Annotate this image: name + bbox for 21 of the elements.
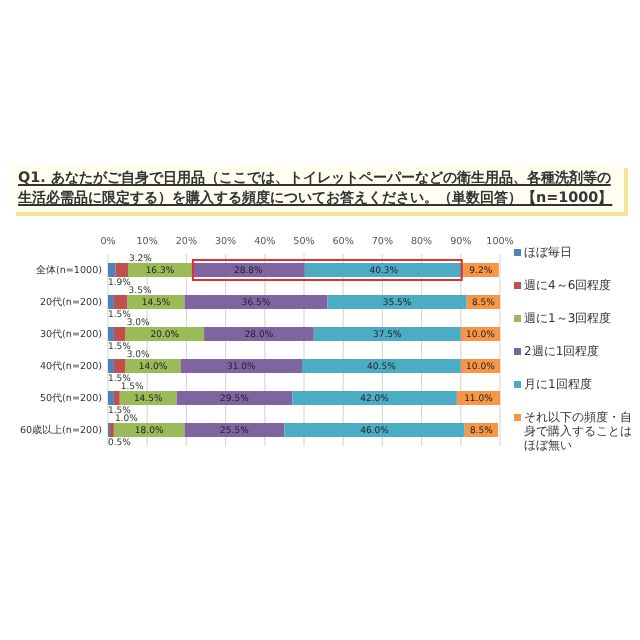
bar [302,359,461,373]
bar [180,359,303,373]
bar [313,327,461,341]
bar [304,263,463,277]
bar [176,391,293,405]
bar [113,359,126,373]
bar [292,391,457,405]
bar [327,295,467,309]
bar [108,391,114,405]
bar [115,263,128,277]
bar [108,327,114,341]
bar [284,423,465,437]
bar [184,295,328,309]
bar [108,359,114,373]
bar [113,295,128,309]
bar [113,391,120,405]
bar [184,423,285,437]
bar [113,327,126,341]
bar [108,295,114,309]
bar [204,327,314,341]
bar [108,263,116,277]
